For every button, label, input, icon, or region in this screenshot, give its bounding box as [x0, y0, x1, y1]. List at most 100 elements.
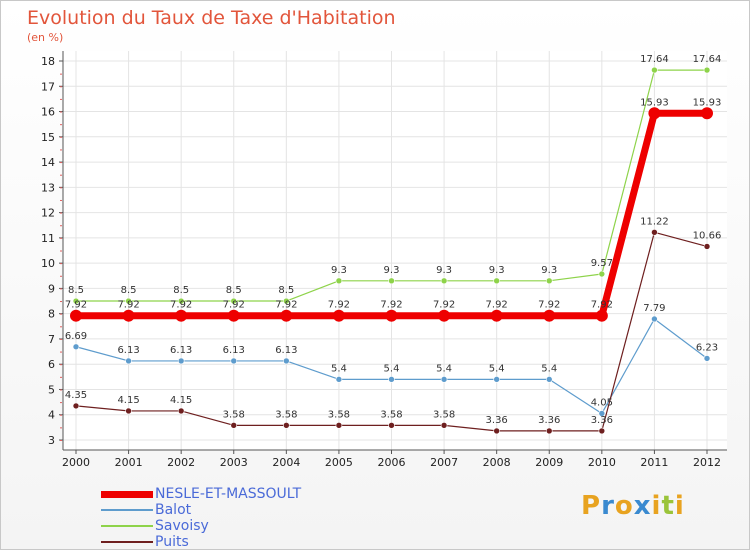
data-label: 7.79 [643, 303, 665, 314]
data-point [70, 309, 82, 322]
data-label: 7.92 [433, 300, 455, 311]
data-label: 4.15 [170, 395, 192, 406]
data-label: 3.36 [591, 415, 613, 426]
data-label: 7.92 [486, 300, 508, 311]
y-tick-label: 17 [41, 80, 55, 93]
data-label: 8.5 [226, 285, 242, 296]
data-label: 9.3 [541, 265, 557, 276]
x-tick-label: 2005 [325, 456, 353, 469]
legend-swatch-savoisy [101, 525, 153, 527]
legend: NESLE-ET-MASSOULT Balot Savoisy Puits [101, 486, 301, 550]
data-point [543, 309, 556, 322]
x-tick-label: 2003 [220, 456, 248, 469]
legend-item-puits: Puits [101, 534, 301, 550]
legend-swatch-puits [101, 541, 153, 543]
data-label: 7.92 [223, 300, 245, 311]
data-point [283, 297, 290, 305]
data-point [440, 277, 448, 285]
data-point [651, 229, 658, 236]
data-point [493, 427, 500, 435]
logo-letter: x [633, 491, 652, 521]
x-tick-label: 2009 [535, 456, 563, 469]
data-label: 3.58 [275, 409, 297, 420]
x-tick-label: 2011 [640, 456, 668, 469]
x-tick-label: 2007 [430, 456, 458, 469]
y-tick-label: 18 [41, 55, 55, 68]
data-point [72, 343, 80, 351]
data-label: 5.4 [541, 363, 557, 374]
data-label: 3.36 [538, 415, 560, 426]
logo-letter: i [651, 491, 662, 521]
data-label: 6.13 [117, 345, 139, 356]
data-label: 8.5 [121, 285, 137, 296]
data-point [335, 376, 343, 383]
data-point [335, 422, 343, 429]
logo-letter: r [601, 491, 615, 521]
y-tick-label: 12 [41, 207, 55, 220]
data-point [230, 297, 238, 305]
data-label: 7.92 [328, 300, 350, 311]
data-label: 3.58 [223, 409, 245, 420]
logo-letter: t [661, 491, 675, 521]
data-point [701, 107, 713, 120]
data-point [595, 309, 608, 322]
data-point [493, 277, 500, 285]
chart-title: Evolution du Taux de Taxe d'Habitation [27, 7, 396, 29]
x-tick-label: 2006 [378, 456, 406, 469]
data-point [280, 309, 293, 322]
data-label: 6.69 [65, 331, 87, 342]
data-point [598, 270, 606, 278]
y-tick-label: 11 [41, 232, 55, 245]
y-tick-label: 7 [48, 333, 55, 346]
data-label: 4.05 [591, 397, 613, 408]
data-point [125, 357, 132, 365]
data-label: 4.35 [65, 390, 87, 401]
chart-subtitle: (en %) [27, 31, 64, 44]
data-point [651, 315, 658, 323]
data-point [651, 66, 658, 74]
x-tick-label: 2004 [272, 456, 300, 469]
data-label: 11.22 [640, 216, 669, 227]
data-label: 9.3 [436, 265, 452, 276]
y-tick-label: 16 [41, 106, 55, 119]
x-tick-label: 2010 [588, 456, 616, 469]
data-label: 17.64 [640, 54, 669, 65]
data-label: 7.92 [591, 300, 613, 311]
x-tick-label: 2002 [167, 456, 195, 469]
data-label: 5.4 [384, 363, 400, 374]
plot-area [63, 51, 727, 450]
logo-letter: i [674, 491, 685, 521]
data-point [703, 66, 711, 74]
logo-letter: o [614, 491, 634, 521]
data-point [703, 355, 711, 362]
data-label: 9.3 [331, 265, 347, 276]
legend-item-balot: Balot [101, 502, 301, 518]
data-label: 6.13 [170, 345, 192, 356]
data-label: 15.93 [693, 97, 722, 108]
y-tick-label: 13 [41, 181, 55, 194]
data-point [283, 422, 290, 429]
data-label: 5.4 [489, 363, 505, 374]
data-label: 6.13 [275, 345, 297, 356]
proxiti-logo: Proxiti [581, 491, 685, 521]
data-label: 17.64 [693, 54, 722, 65]
y-tick-label: 4 [48, 409, 55, 422]
data-point [438, 309, 451, 322]
data-label: 3.36 [486, 415, 508, 426]
data-point [125, 407, 132, 415]
data-label: 8.5 [68, 285, 84, 296]
y-tick-label: 14 [41, 156, 55, 169]
data-point [598, 410, 606, 417]
data-label: 7.92 [117, 300, 139, 311]
logo-letter: P [581, 491, 602, 521]
legend-label-nesle: NESLE-ET-MASSOULT [155, 486, 302, 502]
legend-item-savoisy: Savoisy [101, 518, 301, 534]
data-point [283, 357, 290, 365]
data-label: 7.92 [170, 300, 192, 311]
y-tick-label: 8 [48, 308, 55, 321]
data-point [125, 297, 132, 305]
data-point [177, 297, 185, 305]
y-tick-label: 5 [48, 383, 55, 396]
data-point [230, 357, 238, 365]
